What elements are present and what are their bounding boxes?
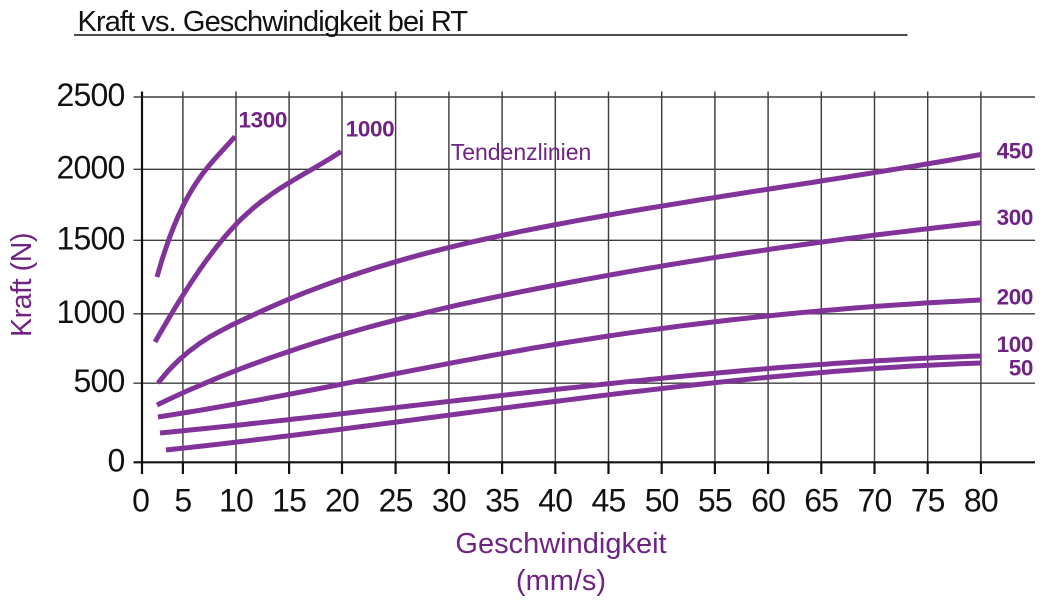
svg-text:50: 50 bbox=[645, 483, 679, 519]
svg-text:Geschwindigkeit: Geschwindigkeit bbox=[455, 528, 666, 560]
svg-text:1500: 1500 bbox=[57, 220, 125, 256]
svg-text:40: 40 bbox=[538, 483, 572, 519]
svg-text:25: 25 bbox=[379, 483, 413, 519]
svg-text:0: 0 bbox=[132, 483, 149, 519]
svg-text:Kraft (N): Kraft (N) bbox=[6, 233, 38, 337]
svg-text:500: 500 bbox=[74, 363, 125, 399]
svg-text:55: 55 bbox=[698, 483, 732, 519]
svg-text:450: 450 bbox=[997, 138, 1033, 163]
svg-text:5: 5 bbox=[174, 483, 191, 519]
svg-text:(mm/s): (mm/s) bbox=[516, 565, 606, 597]
svg-text:50: 50 bbox=[1009, 356, 1033, 381]
svg-text:15: 15 bbox=[272, 483, 306, 519]
svg-text:30: 30 bbox=[432, 483, 466, 519]
svg-text:300: 300 bbox=[997, 205, 1033, 230]
svg-text:2500: 2500 bbox=[57, 77, 125, 113]
svg-text:45: 45 bbox=[592, 483, 626, 519]
svg-text:1000: 1000 bbox=[57, 294, 125, 330]
svg-text:70: 70 bbox=[858, 483, 892, 519]
svg-text:20: 20 bbox=[325, 483, 359, 519]
svg-text:Tendenzlinien: Tendenzlinien bbox=[451, 139, 592, 165]
svg-text:35: 35 bbox=[485, 483, 519, 519]
svg-text:100: 100 bbox=[997, 332, 1033, 357]
svg-text:1300: 1300 bbox=[239, 107, 287, 132]
svg-text:200: 200 bbox=[997, 285, 1033, 310]
svg-text:Kraft vs. Geschwindigkeit bei: Kraft vs. Geschwindigkeit bei RT bbox=[78, 6, 469, 38]
svg-text:2000: 2000 bbox=[57, 149, 125, 185]
svg-text:60: 60 bbox=[751, 483, 785, 519]
svg-text:75: 75 bbox=[911, 483, 945, 519]
svg-text:65: 65 bbox=[804, 483, 838, 519]
svg-text:80: 80 bbox=[964, 483, 998, 519]
svg-text:1000: 1000 bbox=[346, 117, 394, 142]
svg-text:10: 10 bbox=[219, 483, 253, 519]
svg-text:0: 0 bbox=[108, 442, 125, 478]
